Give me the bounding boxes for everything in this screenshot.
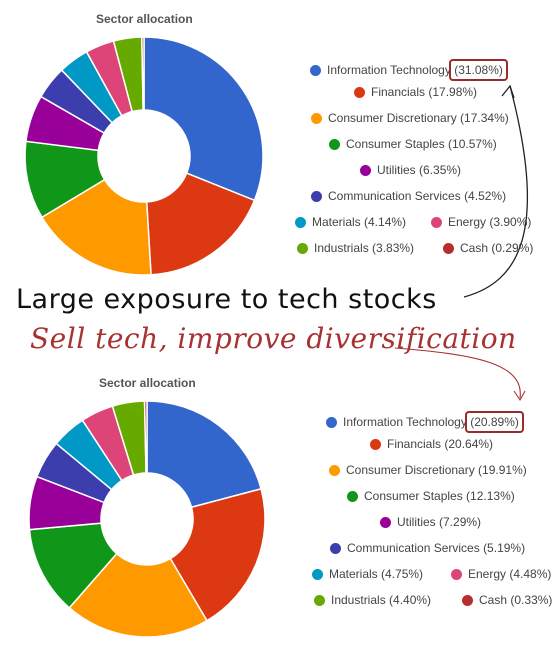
legend-swatch	[354, 86, 365, 98]
legend-item: Consumer Discretionary (17.34%)	[311, 111, 509, 125]
legend-item: Financials (20.64%)	[370, 437, 493, 451]
legend-label: Industrials	[314, 241, 373, 255]
legend-percentage: (4.14%)	[364, 215, 407, 229]
legend-swatch	[380, 516, 391, 528]
legend-label: Communication Services	[328, 189, 465, 203]
legend-percentage: (3.83%)	[372, 241, 415, 255]
legend-percentage: (17.34%)	[460, 111, 509, 125]
legend-swatch	[462, 594, 473, 606]
legend-swatch	[314, 594, 325, 606]
legend-swatch	[431, 216, 442, 228]
legend-percentage: (4.75%)	[381, 567, 424, 581]
pie-slice	[146, 400, 263, 509]
highlighted-percentage: (20.89%)	[465, 411, 524, 433]
legend-swatch	[329, 138, 340, 150]
legend-swatch	[370, 438, 381, 450]
legend-item: Materials (4.14%)	[295, 215, 406, 229]
legend-swatch	[347, 490, 358, 502]
chart-title: Sector allocation	[96, 12, 193, 26]
legend-percentage: (7.29%)	[439, 515, 482, 529]
legend-percentage: (3.90%)	[489, 215, 532, 229]
legend-item: Energy (3.90%)	[431, 215, 531, 229]
pie-slice	[40, 178, 152, 276]
legend-percentage: (4.48%)	[509, 567, 552, 581]
legend-label: Materials	[329, 567, 382, 581]
legend-label: Information Technology	[327, 63, 455, 77]
legend-swatch	[297, 242, 308, 254]
legend-item: Energy (4.48%)	[451, 567, 551, 581]
legend-label: Financials	[387, 437, 445, 451]
legend-label: Materials	[312, 215, 365, 229]
legend-percentage: (4.52%)	[464, 189, 507, 203]
annotation-diversification: Sell tech, improve diversification	[30, 322, 517, 355]
legend-item: Consumer Staples (10.57%)	[329, 137, 497, 151]
pie-slice	[143, 36, 264, 202]
legend-item: Information Technology (31.08%)	[310, 59, 508, 81]
legend-swatch	[312, 568, 323, 580]
legend-swatch	[310, 64, 321, 76]
legend-swatch	[451, 568, 462, 580]
legend-percentage: (6.35%)	[419, 163, 462, 177]
pie-slice	[68, 552, 208, 638]
legend-item: Industrials (4.40%)	[314, 593, 431, 607]
legend-swatch	[311, 112, 322, 124]
legend-swatch	[311, 190, 322, 202]
legend-label: Utilities	[397, 515, 440, 529]
legend-swatch	[360, 164, 371, 176]
legend-percentage: (17.98%)	[428, 85, 478, 99]
legend-item: Cash (0.33%)	[462, 593, 552, 607]
donut-chart	[24, 36, 264, 276]
legend-label: Communication Services	[347, 541, 484, 555]
highlighted-percentage: (31.08%)	[449, 59, 508, 81]
legend-percentage: (12.13%)	[466, 489, 515, 503]
pie-slice	[169, 487, 266, 622]
annotation-tech-exposure: Large exposure to tech stocks	[16, 284, 437, 315]
legend-swatch	[443, 242, 454, 254]
legend-percentage: (0.33%)	[510, 593, 553, 607]
legend-label: Energy	[468, 567, 510, 581]
legend-swatch	[326, 416, 337, 428]
legend-label: Information Technology	[343, 415, 471, 429]
legend-label: Cash	[479, 593, 511, 607]
legend-item: Utilities (7.29%)	[380, 515, 481, 529]
legend-percentage: (19.91%)	[478, 463, 527, 477]
legend-percentage: (10.57%)	[448, 137, 497, 151]
legend-percentage: (4.40%)	[389, 593, 432, 607]
legend-percentage: (0.29%)	[491, 241, 534, 255]
top-chart-panel: Sector allocation Information Technology…	[0, 0, 557, 282]
pie-slice	[141, 36, 145, 111]
legend-item: Materials (4.75%)	[312, 567, 423, 581]
pie-slice	[143, 400, 148, 474]
donut-chart	[28, 400, 266, 638]
legend-item: Financials (17.98%)	[354, 85, 477, 99]
legend-item: Industrials (3.83%)	[297, 241, 414, 255]
legend-item: Cash (0.29%)	[443, 241, 533, 255]
legend-label: Industrials	[331, 593, 390, 607]
legend-item: Information Technology (20.89%)	[326, 411, 524, 433]
legend-swatch	[330, 542, 341, 554]
legend-label: Consumer Discretionary	[328, 111, 461, 125]
chart-title: Sector allocation	[99, 376, 196, 390]
legend-label: Utilities	[377, 163, 420, 177]
legend-item: Utilities (6.35%)	[360, 163, 461, 177]
legend-item: Communication Services (5.19%)	[330, 541, 525, 555]
legend-label: Cash	[460, 241, 492, 255]
bottom-chart-panel: Sector allocation Information Technology…	[0, 363, 557, 651]
legend-label: Consumer Discretionary	[346, 463, 479, 477]
legend-label: Energy	[448, 215, 490, 229]
legend-item: Communication Services (4.52%)	[311, 189, 506, 203]
legend-swatch	[295, 216, 306, 228]
legend-label: Financials	[371, 85, 429, 99]
legend-percentage: (5.19%)	[483, 541, 526, 555]
pie-slice	[145, 172, 256, 276]
legend-label: Consumer Staples	[346, 137, 449, 151]
legend-item: Consumer Discretionary (19.91%)	[329, 463, 527, 477]
legend-item: Consumer Staples (12.13%)	[347, 489, 515, 503]
legend-swatch	[329, 464, 340, 476]
legend-percentage: (20.64%)	[444, 437, 494, 451]
legend-label: Consumer Staples	[364, 489, 467, 503]
